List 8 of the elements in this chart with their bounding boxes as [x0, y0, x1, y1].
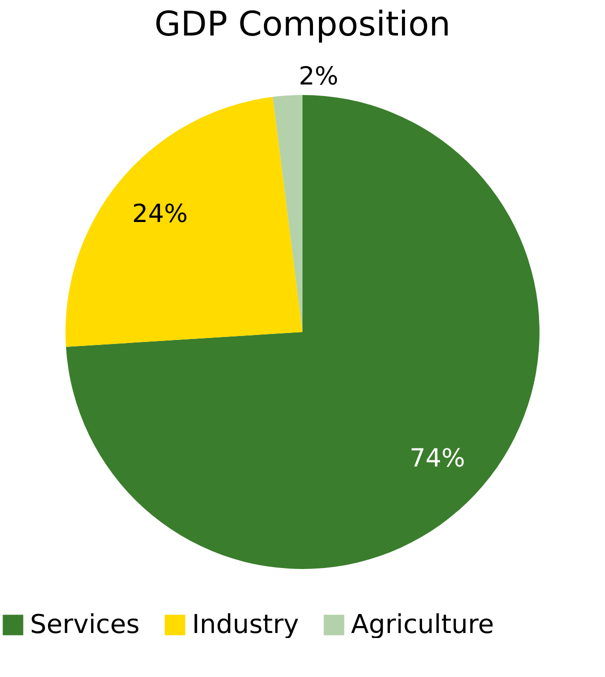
pie-slice — [66, 96, 302, 347]
pie-slice — [272, 95, 302, 332]
data-label: 24% — [132, 199, 188, 228]
pie-slice — [66, 95, 540, 569]
legend-label: Services — [30, 610, 140, 640]
data-label: 74% — [410, 444, 466, 473]
chart-title: GDP Composition — [154, 4, 451, 45]
data-label: 2% — [298, 62, 338, 91]
